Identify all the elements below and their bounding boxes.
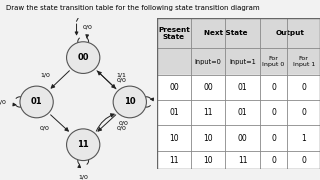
Bar — [260, 48, 287, 75]
Bar — [157, 48, 191, 75]
Text: 0: 0 — [301, 108, 306, 117]
Text: 01: 01 — [238, 108, 247, 117]
Text: 0: 0 — [301, 156, 306, 165]
Text: 1/0: 1/0 — [40, 73, 50, 78]
Text: 01: 01 — [31, 97, 43, 106]
Text: Present
State: Present State — [158, 27, 190, 40]
Bar — [287, 48, 320, 75]
Text: 0: 0 — [271, 108, 276, 117]
Text: 1: 1 — [301, 134, 306, 143]
Text: 11: 11 — [77, 140, 89, 149]
Text: 10: 10 — [169, 134, 179, 143]
Text: 0: 0 — [301, 83, 306, 92]
Text: 00: 00 — [169, 83, 179, 92]
Circle shape — [113, 86, 147, 118]
Bar — [225, 48, 260, 75]
Bar — [191, 48, 225, 75]
Text: 0/0: 0/0 — [116, 77, 126, 82]
Bar — [191, 18, 260, 48]
Bar — [260, 18, 320, 48]
Text: 0: 0 — [271, 134, 276, 143]
Text: 0: 0 — [271, 156, 276, 165]
Bar — [157, 75, 320, 100]
Circle shape — [67, 129, 100, 161]
Text: For
Input 0: For Input 0 — [262, 57, 284, 67]
Text: Input=0: Input=0 — [195, 59, 222, 65]
Text: 11: 11 — [169, 156, 179, 165]
Text: 01: 01 — [238, 83, 247, 92]
Bar — [157, 100, 320, 125]
Text: 0: 0 — [271, 83, 276, 92]
Text: Input=1: Input=1 — [229, 59, 256, 65]
Text: 00: 00 — [238, 134, 247, 143]
Text: 0/0: 0/0 — [83, 25, 92, 30]
Text: 10: 10 — [204, 156, 213, 165]
Text: 0/0: 0/0 — [161, 100, 171, 104]
Circle shape — [20, 86, 53, 118]
Bar — [157, 125, 320, 151]
Text: For
Input 1: For Input 1 — [292, 57, 315, 67]
Text: 1/0: 1/0 — [0, 100, 6, 104]
Text: 1/0: 1/0 — [78, 174, 88, 179]
Text: 0/0: 0/0 — [40, 126, 50, 130]
Text: Draw the state transition table for the following state transition diagram: Draw the state transition table for the … — [6, 5, 260, 11]
Text: Output: Output — [276, 30, 304, 36]
Text: 11: 11 — [204, 108, 213, 117]
Text: 00: 00 — [203, 83, 213, 92]
Bar — [157, 18, 191, 48]
Bar — [157, 151, 320, 169]
Text: 0/0: 0/0 — [118, 121, 128, 126]
Text: 00: 00 — [77, 53, 89, 62]
Circle shape — [67, 42, 100, 73]
Text: 1/1: 1/1 — [116, 73, 126, 78]
Text: 10: 10 — [204, 134, 213, 143]
Text: 10: 10 — [124, 97, 136, 106]
Text: Next State: Next State — [204, 30, 247, 36]
Text: 11: 11 — [238, 156, 247, 165]
Text: 01: 01 — [169, 108, 179, 117]
Text: 0/0: 0/0 — [116, 126, 126, 130]
